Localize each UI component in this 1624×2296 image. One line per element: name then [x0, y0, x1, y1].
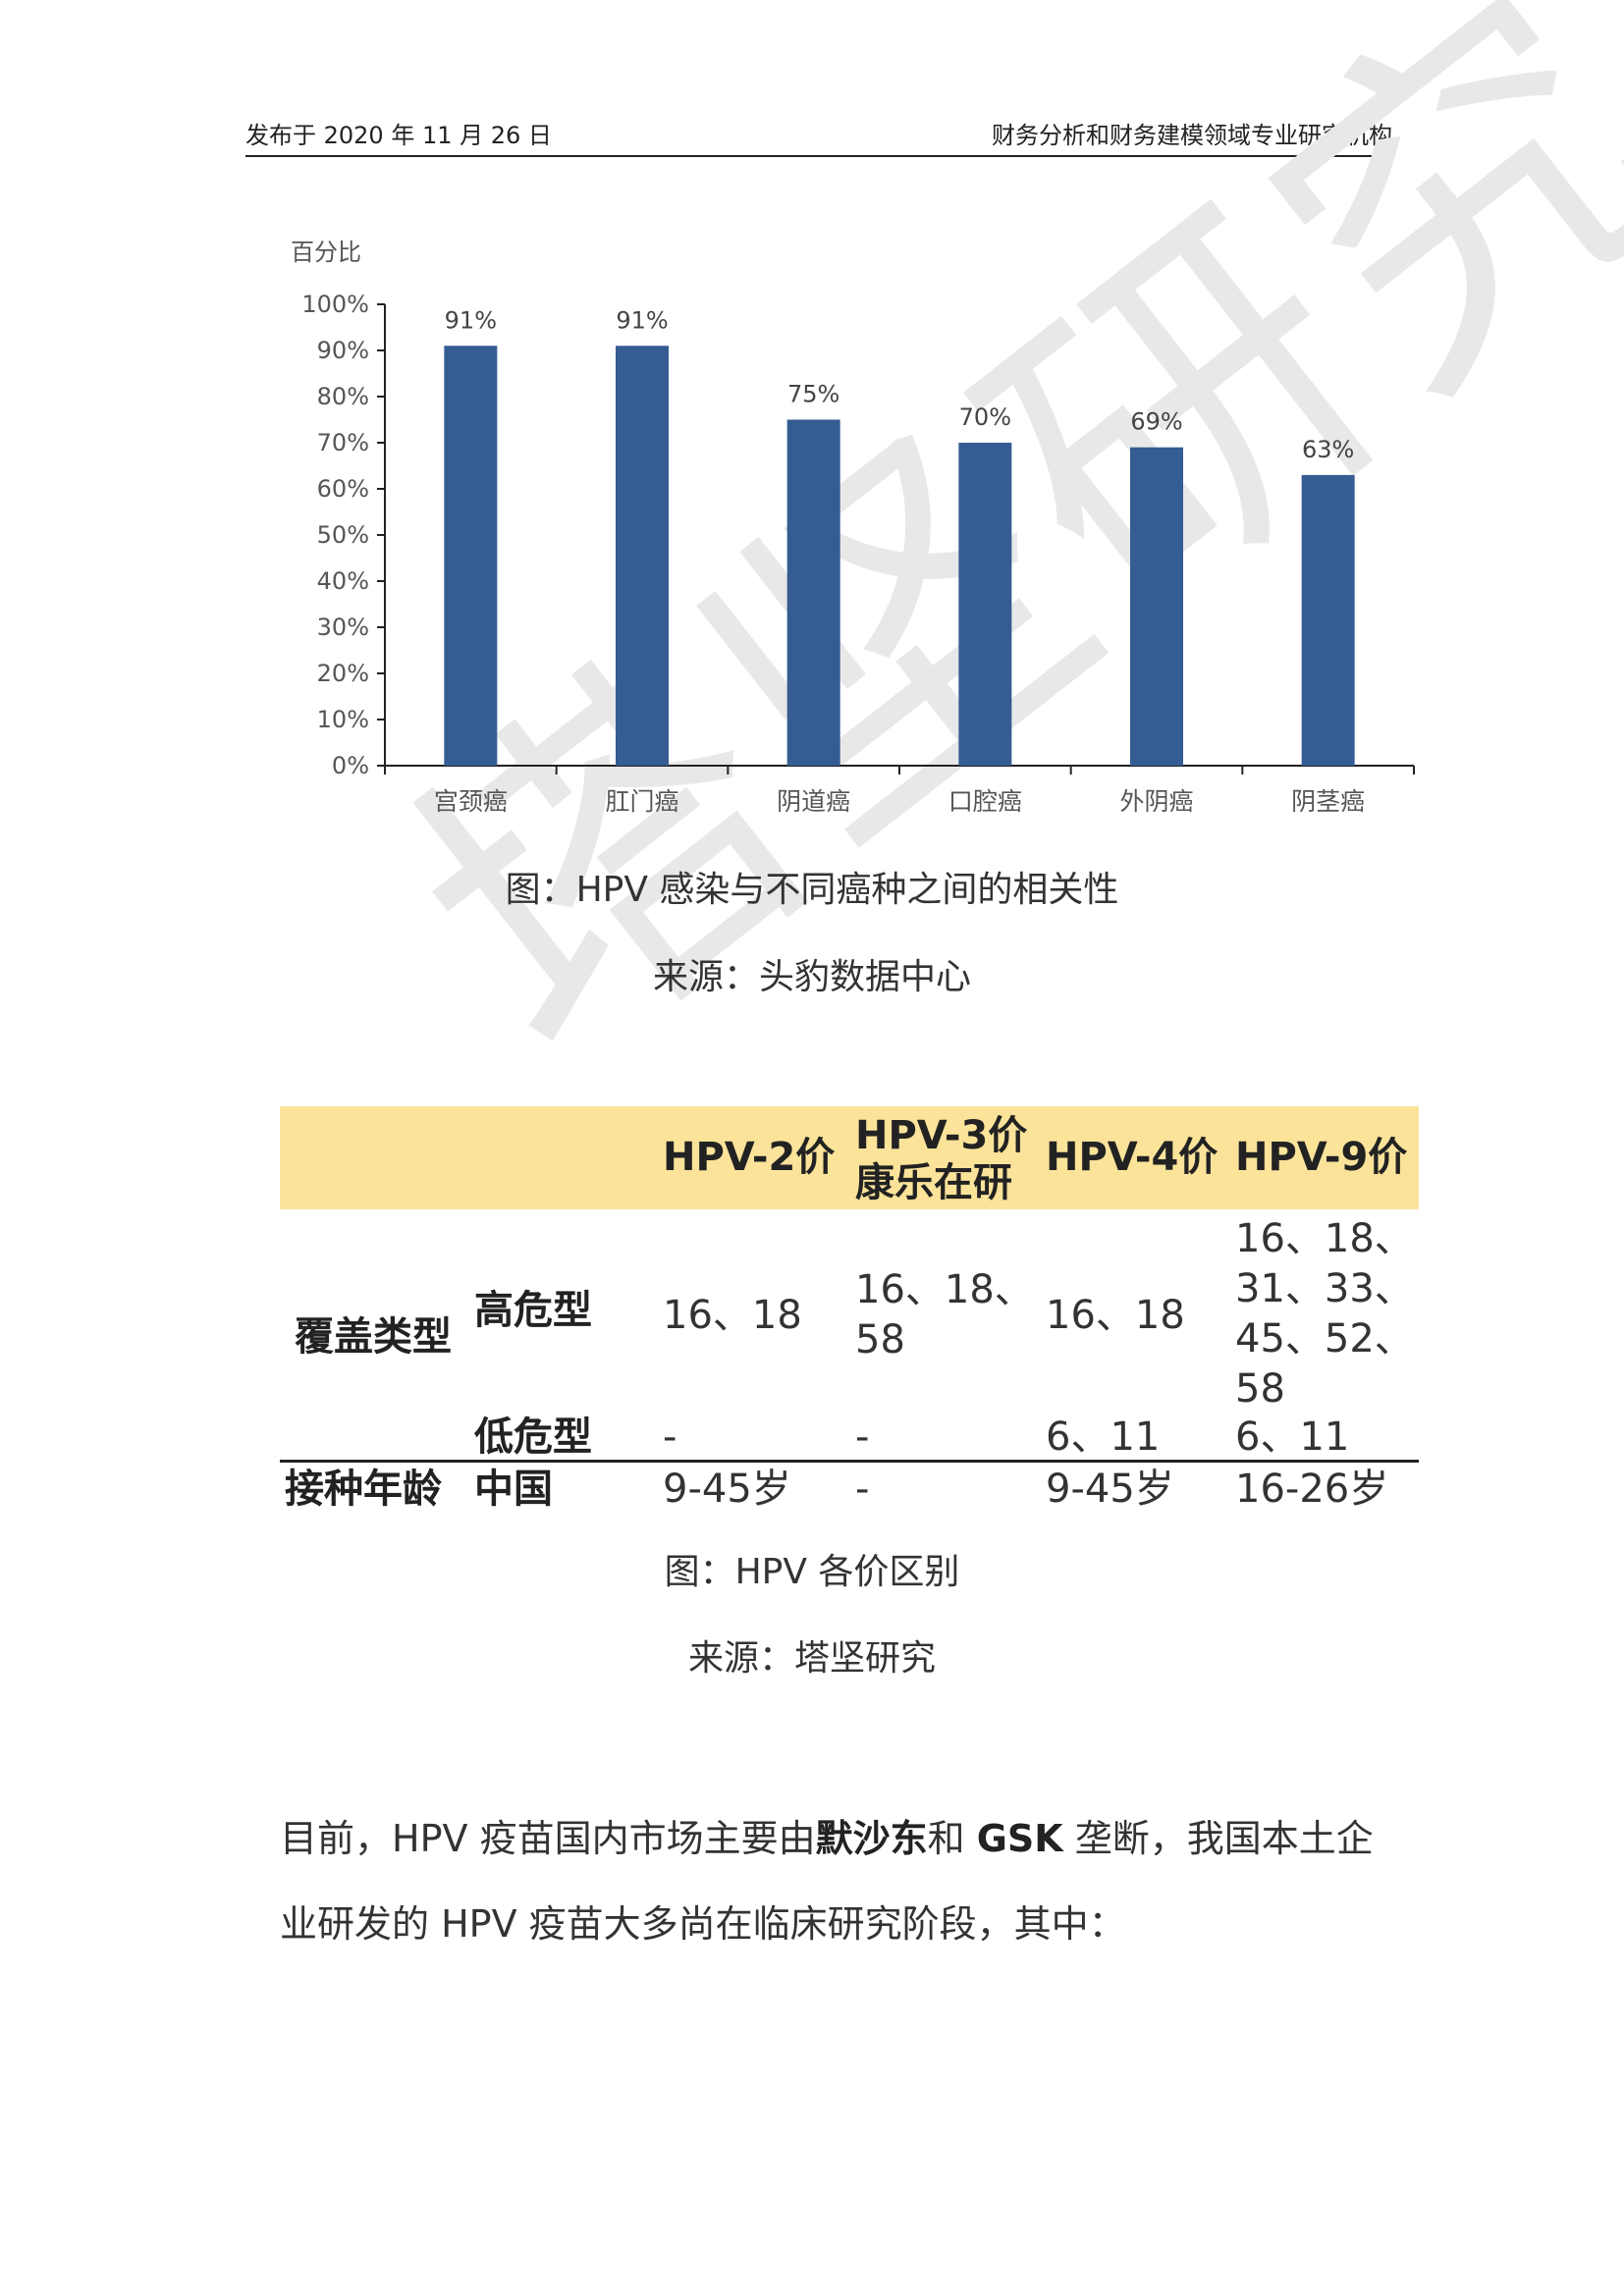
table-divider	[280, 1460, 1419, 1463]
y-tick-label: 20%	[317, 660, 369, 687]
table-header-band	[280, 1106, 1419, 1209]
y-tick-label: 60%	[317, 475, 369, 503]
bar-data-label: 70%	[959, 403, 1011, 431]
age-hpv4: 9-45岁	[1046, 1467, 1174, 1512]
bar-data-label: 91%	[616, 306, 668, 334]
x-category-label: 阴道癌	[777, 787, 850, 816]
low-risk-hpv2: -	[663, 1415, 677, 1460]
y-tick-label: 30%	[317, 614, 369, 641]
header-hpv3-line1: HPV-3价	[855, 1113, 1028, 1158]
high-risk-hpv2: 16、18	[663, 1293, 802, 1338]
figure1-source: 来源：头豹数据中心	[652, 957, 971, 997]
para-gsk: GSK	[976, 1817, 1063, 1860]
age-hpv3: -	[855, 1467, 870, 1512]
header-org: 财务分析和财务建模领域专业研究机构	[992, 122, 1392, 149]
bar	[958, 443, 1012, 766]
group-vaccination-age: 接种年龄	[285, 1467, 442, 1512]
para-msd: 默沙东	[815, 1817, 928, 1860]
bar-data-label: 91%	[445, 306, 497, 334]
y-tick-label: 70%	[317, 429, 369, 456]
row-low-risk-label: 低危型	[474, 1415, 592, 1460]
bar-data-label: 75%	[787, 381, 839, 408]
y-tick-label: 90%	[317, 337, 369, 364]
bar	[616, 346, 669, 766]
header-hpv4: HPV-4价	[1046, 1135, 1218, 1180]
high-risk-hpv4: 16、18	[1046, 1293, 1185, 1338]
high-risk-hpv9-line4: 58	[1235, 1366, 1285, 1412]
body-paragraph-line2: 业研发的 HPV 疫苗大多尚在临床研究阶段，其中：	[280, 1902, 1126, 1946]
bar	[786, 419, 840, 766]
low-risk-hpv3: -	[855, 1415, 870, 1460]
group-coverage-type: 覆盖类型	[295, 1314, 452, 1360]
bar-data-label: 69%	[1130, 408, 1182, 436]
high-risk-hpv3-line2: 58	[855, 1317, 905, 1362]
x-category-label: 口腔癌	[948, 787, 1022, 816]
x-category-label: 肛门癌	[605, 787, 678, 816]
figure2-source: 来源：塔坚研究	[687, 1638, 936, 1679]
row-high-risk-label: 高危型	[474, 1288, 592, 1333]
hpv-valency-table: HPV-2价 HPV-3价 康乐在研 HPV-4价 HPV-9价 覆盖类型 高危…	[280, 1106, 1419, 1543]
high-risk-hpv3-line1: 16、18、	[855, 1267, 1034, 1312]
x-category-label: 宫颈癌	[434, 787, 508, 816]
figure1-caption: 图：HPV 感染与不同癌种之间的相关性	[505, 870, 1119, 910]
low-risk-hpv4: 6、11	[1046, 1415, 1161, 1460]
high-risk-hpv9-line3: 45、52、	[1235, 1316, 1414, 1362]
header-hpv3-line2: 康乐在研	[855, 1160, 1012, 1205]
bar	[444, 346, 498, 766]
para-text-c: 和	[927, 1817, 977, 1860]
age-hpv2: 9-45岁	[663, 1467, 791, 1512]
y-tick-label: 100%	[301, 291, 369, 318]
x-category-label: 阴茎癌	[1291, 787, 1365, 816]
hpv-cancer-bar-chart: 百分比 0% 10% 20% 30% 40% 50% 60% 70% 80% 90% 100% 91…	[291, 239, 1415, 816]
header-hpv2: HPV-2价	[663, 1135, 836, 1180]
bar-data-label: 63%	[1302, 436, 1354, 463]
header-hpv9: HPV-9价	[1235, 1135, 1408, 1180]
high-risk-hpv9-line1: 16、18、	[1235, 1216, 1414, 1261]
age-hpv9: 16-26岁	[1235, 1467, 1389, 1512]
low-risk-hpv9: 6、11	[1235, 1415, 1350, 1460]
figure2-caption: 图：HPV 各价区别	[664, 1552, 960, 1592]
y-tick-label: 40%	[317, 567, 369, 595]
row-china-label: 中国	[474, 1467, 553, 1512]
y-tick-label: 0%	[332, 752, 369, 779]
page-header: 发布于 2020 年 11 月 26 日 财务分析和财务建模领域专业研究机构	[245, 116, 1392, 157]
x-category-label: 外阴癌	[1119, 787, 1193, 816]
high-risk-hpv9-line2: 31、33、	[1235, 1266, 1414, 1311]
y-tick-label: 10%	[317, 706, 369, 733]
para-text-e: 垄断，我国本土企	[1062, 1817, 1374, 1860]
bar	[1130, 447, 1183, 766]
y-axis-label: 百分比	[291, 239, 361, 266]
body-paragraph-line1: 目前，HPV 疫苗国内市场主要由默沙东和 GSK 垄断，我国本土企	[280, 1808, 1380, 1862]
para-text-a: 目前，HPV 疫苗国内市场主要由	[280, 1817, 816, 1860]
y-tick-label: 80%	[317, 383, 369, 410]
bar	[1301, 474, 1355, 766]
publish-date: 发布于 2020 年 11 月 26 日	[245, 122, 552, 149]
y-tick-label: 50%	[317, 521, 369, 549]
